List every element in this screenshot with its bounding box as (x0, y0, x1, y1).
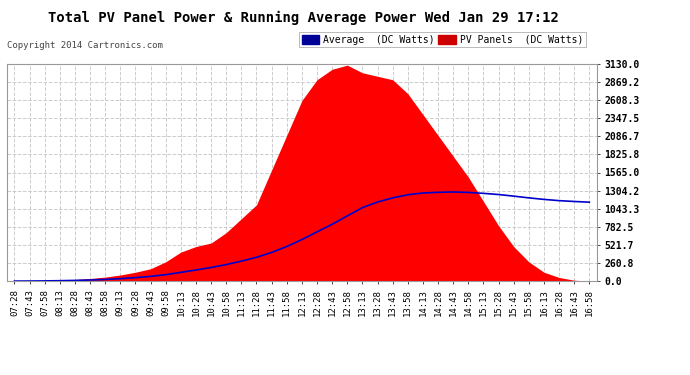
Text: Total PV Panel Power & Running Average Power Wed Jan 29 17:12: Total PV Panel Power & Running Average P… (48, 11, 559, 26)
Legend: Average  (DC Watts), PV Panels  (DC Watts): Average (DC Watts), PV Panels (DC Watts) (299, 32, 586, 48)
Text: Copyright 2014 Cartronics.com: Copyright 2014 Cartronics.com (7, 41, 163, 50)
